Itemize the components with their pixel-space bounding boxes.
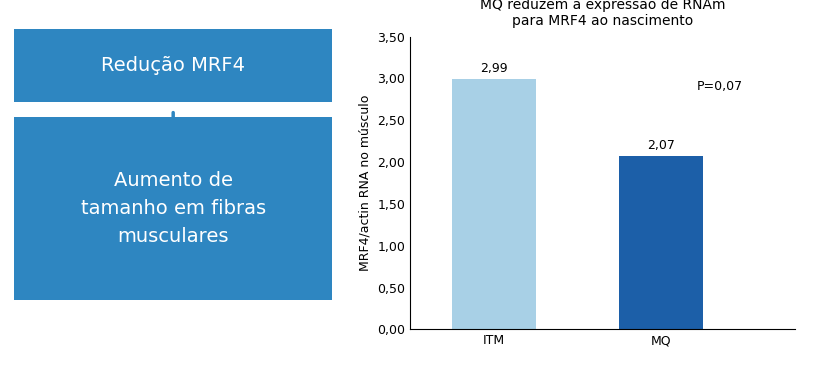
Text: 2,07: 2,07	[647, 139, 675, 152]
Text: P=0,07: P=0,07	[696, 81, 742, 93]
Text: Aumento de
tamanho em fibras
musculares: Aumento de tamanho em fibras musculares	[80, 171, 265, 246]
Bar	[451, 79, 535, 329]
Title: MQ reduzem a expressão de RNAm
para MRF4 ao nascimento: MQ reduzem a expressão de RNAm para MRF4…	[479, 0, 725, 29]
Bar	[618, 156, 703, 329]
FancyBboxPatch shape	[15, 29, 332, 102]
Text: 2,99: 2,99	[479, 62, 507, 75]
Text: Redução MRF4: Redução MRF4	[101, 56, 245, 75]
Y-axis label: MRF4/actin RNA no músculo: MRF4/actin RNA no músculo	[358, 95, 371, 271]
FancyBboxPatch shape	[15, 117, 332, 300]
